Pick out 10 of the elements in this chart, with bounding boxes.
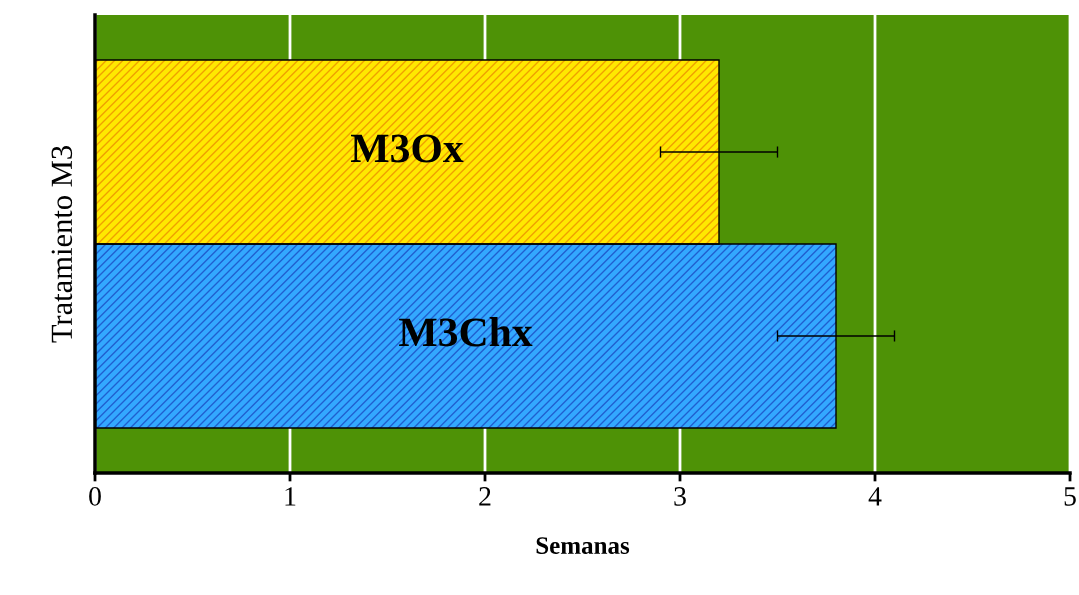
x-tick-label: 0	[89, 487, 101, 506]
x-tick-label: 3	[674, 487, 686, 506]
x-tick-label: 1	[285, 487, 296, 506]
y-tick-label: M3Ox	[351, 134, 464, 163]
x-tick-label: 4	[868, 487, 882, 506]
x-tick-label: 5	[1064, 487, 1076, 506]
y-tick-label: M3Chx	[399, 317, 533, 347]
x-tick-label: 2	[479, 487, 491, 506]
x-axis-title: Semanas	[536, 537, 630, 554]
y-axis-title: Tratamiento M3	[51, 146, 73, 343]
